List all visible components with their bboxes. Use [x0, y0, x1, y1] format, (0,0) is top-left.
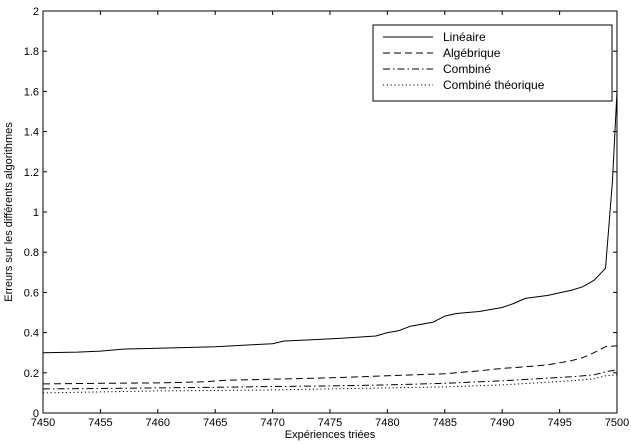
x-tick-label: 7470: [260, 417, 284, 429]
legend-label: Linéaire: [443, 30, 486, 44]
axis-ticks: 7450 7455 7460 7465 7470 7475 7480 7485 7490 7495…: [24, 6, 630, 429]
x-tick-label: 7475: [318, 417, 342, 429]
y-tick-label: 0.4: [24, 328, 39, 340]
y-tick-label: 0.2: [24, 368, 39, 380]
legend-label: Combiné: [443, 62, 491, 76]
y-tick-label: 1: [33, 207, 39, 219]
y-axis-label: Erreurs sur les différents algorithmes: [3, 122, 15, 302]
legend-box: [372, 24, 613, 102]
x-axis-label: Expériences triées: [285, 429, 376, 441]
series-line-2: [42, 345, 618, 385]
legend: Linéaire Algébrique Combiné Combiné théoriq…: [372, 24, 613, 102]
series-line-3: [42, 369, 618, 390]
y-tick-label: 1.4: [24, 127, 39, 139]
series-line-4: [42, 374, 618, 394]
y-tick-label: 0.6: [24, 287, 39, 299]
legend-label: Combiné théorique: [443, 78, 545, 92]
legend-label: Algébrique: [443, 46, 501, 60]
x-tick-label: 7465: [203, 417, 227, 429]
y-tick-label: 2: [33, 6, 39, 18]
x-tick-label: 7455: [88, 417, 112, 429]
y-tick-label: 0: [33, 408, 39, 420]
x-tick-label: 7500: [605, 417, 629, 429]
y-tick-label: 1.2: [24, 167, 39, 179]
x-tick-label: 7450: [31, 417, 55, 429]
x-tick-label: 7485: [433, 417, 457, 429]
x-tick-label: 7480: [375, 417, 399, 429]
series-group: [42, 91, 618, 394]
x-tick-label: 7495: [547, 417, 571, 429]
y-tick-label: 1.8: [24, 46, 39, 58]
series-line-1: [42, 91, 618, 354]
y-tick-label: 1.6: [24, 86, 39, 98]
x-tick-label: 7490: [490, 417, 514, 429]
y-tick-label: 0.8: [24, 247, 39, 259]
x-tick-label: 7460: [146, 417, 170, 429]
